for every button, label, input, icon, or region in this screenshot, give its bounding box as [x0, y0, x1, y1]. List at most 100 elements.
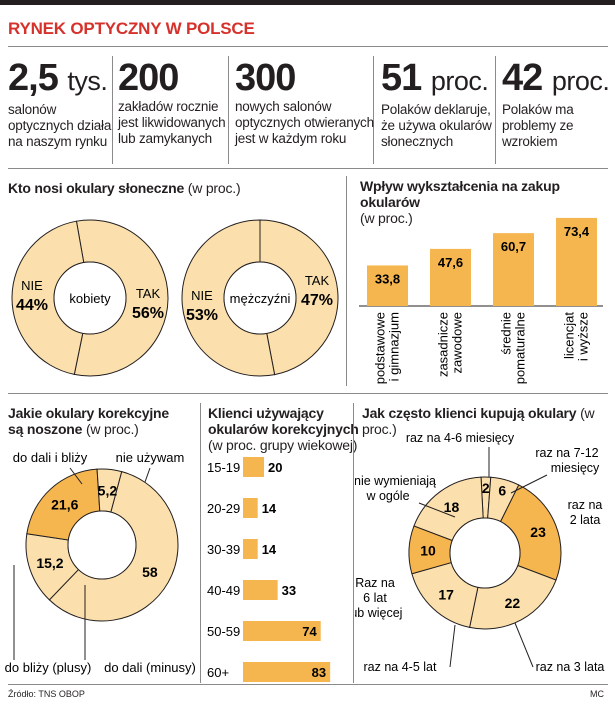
bar	[243, 539, 258, 559]
stat-unit: proc.	[430, 66, 489, 96]
donut-hole	[53, 261, 127, 335]
education-bars: 33,8 podstawowe i gimnazjum 47,6 zasadnicze z…	[359, 217, 603, 385]
slice-value: 17	[438, 587, 454, 603]
donut-hole	[223, 261, 297, 335]
section-unit: (w proc.)	[360, 210, 413, 226]
frequency-donut: 2 6 23 22 17 10 18 raz na 4-6 miesięcy raz na 7-…	[355, 431, 605, 674]
stat-desc: problemy ze	[502, 118, 574, 133]
corrective-title: Jakie okulary korekcyjne są noszone (w p…	[8, 405, 169, 437]
section-title: Klienci używający	[208, 405, 324, 421]
slice-label: miesięcy	[551, 461, 600, 475]
bar-value-label: 47,6	[438, 255, 463, 270]
stat-sunglasses: 51 proc. Polaków deklaruje, że używa okul…	[381, 58, 492, 150]
bar-value-label: 60,7	[501, 239, 526, 254]
education-chart: 33,8 podstawowe i gimnazjum 47,6 zasadnicze z…	[359, 217, 603, 385]
sunglasses-donuts: kobiety NIE 44% TAK 56% mężczyźni NIE 53% TAK 47…	[11, 219, 339, 377]
category-label: 15-19	[207, 460, 240, 475]
age-bars: 15-19 20 20-29 14 30-39 14 40-49 33 50-59 74 60+ 83	[207, 457, 331, 682]
stat-desc: lub zamykanych	[118, 131, 212, 146]
section-title: Jakie okulary korekcyjne	[8, 405, 169, 421]
bar-value-label: 33	[282, 583, 296, 598]
stat-desc: nowych salonów	[235, 99, 332, 114]
slice-label: nie wymieniają	[355, 474, 436, 488]
bar-value-label: 33,8	[375, 271, 400, 286]
slice-label: do bliży (plusy)	[5, 660, 92, 675]
slice-value: 21,6	[51, 497, 78, 513]
category-label: i wyższe	[576, 312, 591, 361]
bar	[556, 217, 597, 306]
stat-number: 42	[502, 57, 543, 99]
category-label: podstawowe	[373, 312, 388, 384]
leader-line	[69, 467, 83, 485]
stat-closures: 200 zakładów rocznie jest likwidowanych lu…	[118, 57, 226, 147]
stat-number: 200	[118, 57, 179, 99]
leader-line	[418, 502, 456, 518]
donut-hole	[449, 517, 521, 589]
divider	[373, 56, 374, 164]
slice-label: NIE	[191, 288, 213, 303]
section-title: Jak często klienci kupują okulary	[362, 405, 577, 421]
divider	[8, 684, 608, 685]
divider	[495, 56, 496, 164]
stat-desc: jest w każdym roku	[235, 131, 347, 146]
slice-label: do dali (minusy)	[104, 660, 196, 675]
slice-label: do dali i bliży	[13, 450, 88, 465]
slice-value: 23	[530, 524, 546, 540]
slice-value: 22	[505, 595, 521, 611]
sunglasses-title: Kto nosi okulary słoneczne (w proc.)	[8, 180, 241, 196]
slice-value: 6	[498, 482, 506, 498]
slice-value: 15,2	[36, 555, 63, 571]
divider	[353, 403, 354, 683]
slice-value: 2	[482, 480, 490, 496]
slice-value: 18	[444, 499, 460, 515]
stat-openings: 300 nowych salonów optycznych otwieranych…	[235, 58, 374, 147]
slice-value: 10	[420, 543, 436, 559]
divider	[8, 393, 608, 394]
divider	[8, 168, 608, 169]
bar-value-label: 73,4	[564, 224, 590, 239]
section-title: Wpływ wykształcenia na zakup okularów	[360, 178, 560, 210]
category-label: i pomaturalne	[513, 312, 528, 385]
slice-label: raz na 3 lata	[536, 660, 605, 674]
bar	[243, 580, 278, 600]
slice-value: 47%	[301, 292, 333, 309]
category-label: 40-49	[207, 583, 240, 598]
slice-value: 5,2	[98, 482, 118, 498]
slice-label: raz na	[568, 498, 603, 512]
infographic-title: RYNEK OPTYCZNY W POLSCE	[8, 19, 255, 38]
donut-center-label: mężczyźni	[230, 291, 291, 306]
section-unit: (w proc. grupy wiekowej)	[208, 437, 358, 453]
corrective-donut: 58 15,2 21,6 5,2 nie używam do dali (minusy) d…	[5, 450, 196, 675]
slice-label: NIE	[21, 278, 43, 293]
section-unit: (w proc.)	[362, 405, 595, 437]
divider	[8, 46, 608, 47]
source-note: Źródło: TNS OBOP	[8, 689, 85, 699]
stat-vision-problems: 42 proc. Polaków ma problemy ze wzrokiem	[502, 57, 610, 150]
leader-line	[514, 622, 534, 668]
bar	[243, 498, 258, 518]
stat-unit: tys.	[67, 66, 108, 96]
stat-desc: Polaków ma	[502, 102, 574, 117]
frequency-title: Jak często klienci kupują okulary (w pro…	[362, 405, 615, 437]
section-unit: (w proc.)	[187, 180, 241, 196]
divider	[112, 56, 113, 164]
slice-label: raz na 4-5 lat	[364, 660, 437, 674]
bar	[367, 265, 408, 306]
donut-corrective: 58 15,2 21,6 5,2 nie używam do dali (minusy) d…	[5, 450, 196, 675]
slice-label: 6 lat	[363, 591, 387, 605]
stat-desc: wzrokiem	[502, 134, 558, 149]
slice-label: 2 lata	[570, 513, 601, 527]
category-label: 20-29	[207, 501, 240, 516]
clients-chart: 15-19 20 20-29 14 30-39 14 40-49 33 50-59 74 60+ 83	[207, 457, 331, 682]
stat-desc: że używa okularów	[381, 118, 492, 133]
stat-desc: Polaków deklaruje,	[381, 102, 491, 117]
stat-desc: optycznych działa	[8, 118, 112, 133]
donut-hole	[67, 510, 137, 580]
slice-value: 53%	[186, 307, 218, 324]
category-label: 60+	[207, 665, 229, 680]
category-label: średnie	[499, 312, 514, 355]
slice-label: w ogóle	[365, 489, 409, 503]
bar	[430, 248, 471, 306]
bar-value-label: 74	[302, 624, 317, 639]
slice-value: 44%	[16, 297, 48, 314]
